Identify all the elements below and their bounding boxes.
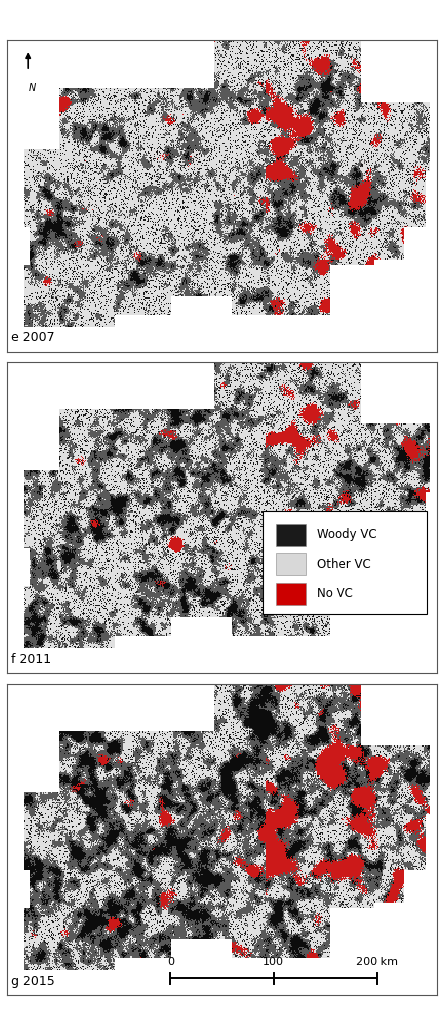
Text: No VC: No VC [317,588,353,600]
Text: e 2007: e 2007 [11,331,55,343]
Bar [263,511,427,614]
Text: 100: 100 [263,957,284,967]
Text: g 2015: g 2015 [11,975,55,987]
Text: Other VC: Other VC [317,558,370,571]
Text: 0: 0 [167,957,174,967]
Bar [276,553,306,575]
Text: 200 km: 200 km [356,957,398,967]
Bar [276,524,306,546]
Text: Woody VC: Woody VC [317,528,377,542]
Text: f 2011: f 2011 [11,653,51,665]
Bar [276,583,306,605]
Text: N: N [29,84,36,93]
